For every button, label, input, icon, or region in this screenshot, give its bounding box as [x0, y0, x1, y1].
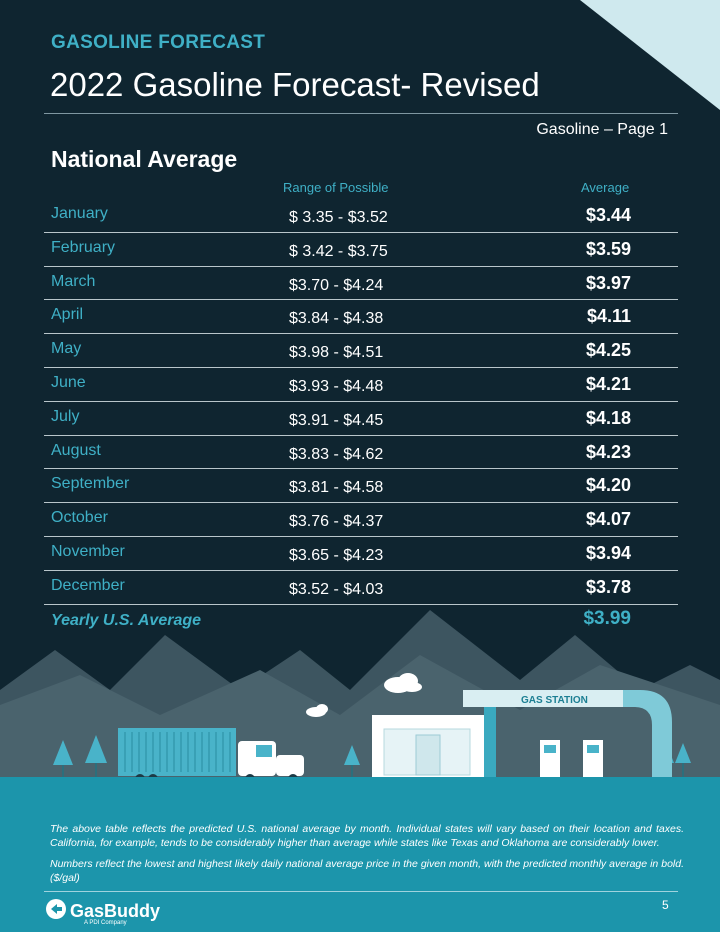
range-cell: $3.81 - $4.58: [289, 479, 384, 497]
range-cell: $ 3.42 - $3.75: [289, 242, 388, 260]
range-cell: $3.84 - $4.38: [289, 310, 384, 328]
range-cell: $3.70 - $4.24: [289, 276, 384, 294]
page-label: Gasoline – Page 1: [536, 121, 668, 138]
page-title: 2022 Gasoline Forecast- Revised: [50, 66, 540, 103]
kicker-label: GASOLINE FORECAST: [51, 32, 266, 53]
average-cell: $4.20: [585, 475, 631, 496]
average-cell: $4.23: [585, 441, 631, 462]
month-cell: November: [51, 542, 125, 560]
month-cell: July: [51, 407, 80, 425]
average-cell: $4.07: [585, 509, 631, 530]
table-row: June $3.93 - $4.48 $4.21: [44, 368, 678, 402]
average-cell: $3.59: [585, 238, 631, 259]
month-cell: April: [51, 306, 84, 324]
average-cell: $4.21: [585, 373, 631, 394]
month-cell: August: [51, 441, 101, 459]
table-row: November $3.65 - $4.23 $3.94: [44, 537, 678, 571]
table-row: July $3.91 - $4.45 $4.18: [44, 402, 678, 436]
month-cell: January: [51, 205, 108, 222]
footer-band: [0, 780, 720, 932]
range-cell: $3.76 - $4.37: [289, 513, 384, 531]
gas-station-illustration: GAS STATION: [0, 610, 720, 795]
table-row: January $ 3.35 - $3.52 $3.44: [44, 199, 678, 233]
cloud-icon: [306, 704, 328, 717]
average-cell: $3.78: [585, 576, 631, 597]
table-row: December $3.52 - $4.03 $3.78: [44, 571, 678, 605]
forecast-table: January $ 3.35 - $3.52 $3.44 February $ …: [44, 199, 678, 605]
tree-icon: [344, 745, 360, 777]
table-row: August $3.83 - $4.62 $4.23: [44, 436, 678, 470]
column-header-average: Average: [581, 180, 630, 195]
brand-subtitle: A PDI Company: [84, 920, 127, 926]
month-cell: June: [51, 373, 86, 391]
corner-decoration: [580, 0, 720, 110]
table-row: May $3.98 - $4.51 $4.25: [44, 334, 678, 368]
column-header-range: Range of Possible: [283, 180, 389, 195]
footer-divider: [44, 891, 678, 892]
footnote-states: The above table reflects the predicted U…: [50, 823, 684, 850]
page-number: 5: [662, 898, 669, 912]
tree-icon: [85, 735, 107, 777]
footnote-numbers: Numbers reflect the lowest and highest l…: [50, 858, 684, 885]
yearly-average-value: $3.99: [583, 608, 631, 629]
range-cell: $ 3.35 - $3.52: [289, 209, 388, 226]
month-cell: February: [51, 238, 116, 256]
month-cell: September: [51, 475, 130, 493]
gas-station-sign: GAS STATION: [521, 695, 588, 706]
table-row: February $ 3.42 - $3.75 $3.59: [44, 233, 678, 267]
month-cell: October: [51, 509, 108, 527]
yearly-average-label: Yearly U.S. Average: [51, 612, 202, 629]
average-cell: $3.97: [585, 272, 631, 293]
road-dashes: [30, 800, 690, 802]
table-row: September $3.81 - $4.58 $4.20: [44, 469, 678, 504]
table-row: March $3.70 - $4.24 $3.97: [44, 267, 678, 301]
range-cell: $3.93 - $4.48: [289, 377, 384, 395]
cloud-icon: [384, 673, 422, 693]
truck-icon: [118, 728, 304, 784]
average-cell: $3.44: [585, 205, 631, 225]
range-cell: $3.98 - $4.51: [289, 344, 384, 362]
fuel-pump-icon: [583, 740, 603, 777]
tree-icon: [53, 740, 73, 777]
table-row: April $3.84 - $4.38 $4.11: [44, 300, 678, 335]
month-cell: March: [51, 272, 96, 290]
average-cell: $4.18: [585, 407, 631, 428]
range-cell: $3.91 - $4.45: [289, 411, 384, 429]
mountain-shadow: [0, 655, 720, 785]
month-cell: May: [51, 340, 82, 358]
table-row: October $3.76 - $4.37 $4.07: [44, 503, 678, 537]
month-cell: December: [51, 576, 125, 594]
range-cell: $3.65 - $4.23: [289, 546, 384, 564]
brand-name: GasBuddy: [70, 901, 161, 921]
average-cell: $4.11: [586, 306, 631, 327]
average-cell: $4.25: [585, 340, 631, 361]
range-cell: $3.83 - $4.62: [289, 445, 384, 463]
average-cell: $3.94: [585, 542, 631, 563]
gas-station-building: GAS STATION: [372, 690, 672, 777]
gasbuddy-logo-icon: [46, 899, 66, 919]
fuel-pump-icon: [540, 740, 560, 777]
title-divider: [44, 113, 678, 114]
range-cell: $3.52 - $4.03: [289, 580, 384, 598]
section-title: National Average: [51, 146, 238, 172]
tree-icon: [675, 743, 691, 777]
